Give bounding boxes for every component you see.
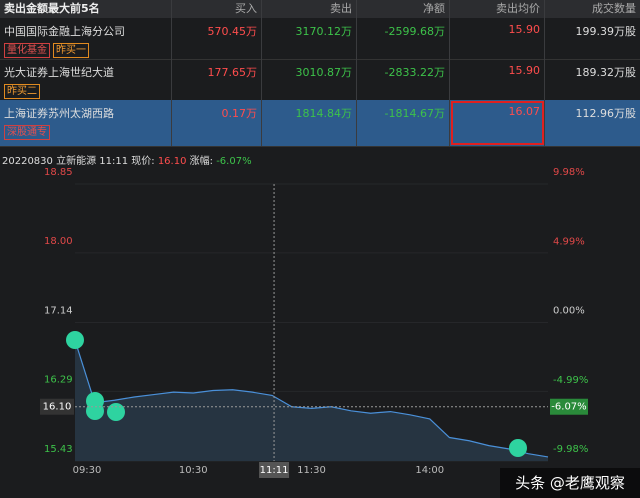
cell: 570.45万	[172, 18, 262, 59]
row-tag: 昨买一	[53, 43, 89, 58]
row-name-cell: 中国国际金融上海分公司 量化基金 昨买一	[0, 18, 172, 59]
cell: 15.90	[450, 18, 545, 59]
y-tick-label: 16.29	[44, 374, 73, 385]
column-header: 净额	[357, 0, 450, 18]
cell: -1814.67万	[357, 100, 450, 146]
cell: 1814.84万	[262, 100, 357, 146]
area	[75, 340, 548, 461]
y2-tick-label: 0.00%	[553, 306, 585, 317]
row-name-cell: 光大证券上海世纪大道 昨买二	[0, 59, 172, 100]
table-row: 中国国际金融上海分公司 量化基金 昨买一 570.45万 3170.12万 -2599.6…	[0, 18, 640, 60]
cursor-y2-label: -6.07%	[551, 402, 586, 413]
price-line	[74, 340, 549, 458]
table-header: 卖出金额最大前5名 买入 卖出 净额 卖出均价 成交数量	[0, 0, 640, 18]
info-price: 16.10	[157, 156, 187, 167]
info-change: -6.07%	[216, 156, 252, 167]
column-header: 买入	[172, 0, 262, 18]
chart: 15.43 16.29 17.14 18.00 18.85 -9.98% -4.99% 0.0…	[40, 167, 588, 478]
table-row: 光大证券上海世纪大道 昨买二 177.65万 3010.87万 -2833.22万 15.…	[0, 59, 640, 101]
y2-tick-label: -4.99%	[553, 375, 588, 386]
cursor-y2-box	[550, 398, 588, 415]
big-order-dot	[66, 331, 84, 349]
column-header: 成交数量	[592, 2, 636, 15]
row-name-cell: 上海证券苏州太湖西路 深股通专	[0, 100, 172, 146]
row-tag: 昨买二	[4, 84, 40, 99]
column-header: 卖出均价	[450, 0, 545, 18]
y-tick-label: 17.14	[44, 306, 73, 317]
x-tick-label: 09:30	[73, 465, 102, 476]
cell: -2599.68万	[357, 18, 450, 59]
watermark: 头条 @老鹰观察	[500, 468, 640, 498]
table-row: 上海证券苏州太湖西路 深股通专 0.17万 1814.84万 -1814.67万 16.0…	[0, 100, 640, 147]
column-header: 卖出	[262, 0, 357, 18]
cell: 177.65万	[172, 59, 262, 100]
cell: 3170.12万	[262, 18, 357, 59]
x-tick-label: 14:00	[415, 465, 444, 476]
y-tick-label: 18.00	[44, 236, 73, 247]
x-tick-label: 10:30	[179, 465, 208, 476]
info-change-label: 涨幅:	[189, 156, 214, 167]
row-tag: 量化基金	[4, 43, 50, 58]
row-name: 中国国际金融上海分公司	[4, 25, 125, 38]
big-order-dot	[107, 403, 125, 421]
big-order-dot	[86, 402, 104, 420]
y-tick-label: 18.85	[44, 167, 73, 178]
cell: 112.96万股	[575, 107, 637, 120]
row-tag: 深股通专	[4, 125, 50, 140]
cursor-y-label: 16.10	[43, 402, 72, 413]
cell: 16.07	[450, 100, 545, 146]
y2-tick-label: -9.98%	[553, 444, 588, 455]
column-header: 卖出金额最大前5名	[0, 0, 172, 18]
cursor-x-label: 11:11	[260, 465, 289, 476]
row-name: 光大证券上海世纪大道	[4, 66, 114, 79]
info-head: 20220830 立新能源 11:11 现价:	[2, 156, 155, 167]
y-tick-label: 15.43	[44, 444, 73, 455]
y2-tick-label: 9.98%	[553, 167, 585, 178]
x-tick-label: 11:30	[297, 465, 326, 476]
big-order-dot	[509, 439, 527, 457]
row-name: 上海证券苏州太湖西路	[4, 107, 114, 120]
cell: 189.32万股	[575, 66, 637, 79]
cell: 3010.87万	[262, 59, 357, 100]
cell: 199.39万股	[575, 25, 637, 38]
info-line: 20220830 立新能源 11:11 现价: 16.10 涨幅: -6.07%	[2, 152, 252, 167]
cell: 15.90	[450, 59, 545, 100]
cell: 0.17万	[172, 100, 262, 146]
cursor-x-box	[259, 462, 290, 478]
y2-tick-label: 4.99%	[553, 236, 585, 247]
cursor-y-box	[40, 398, 74, 415]
cell: -2833.22万	[357, 59, 450, 100]
